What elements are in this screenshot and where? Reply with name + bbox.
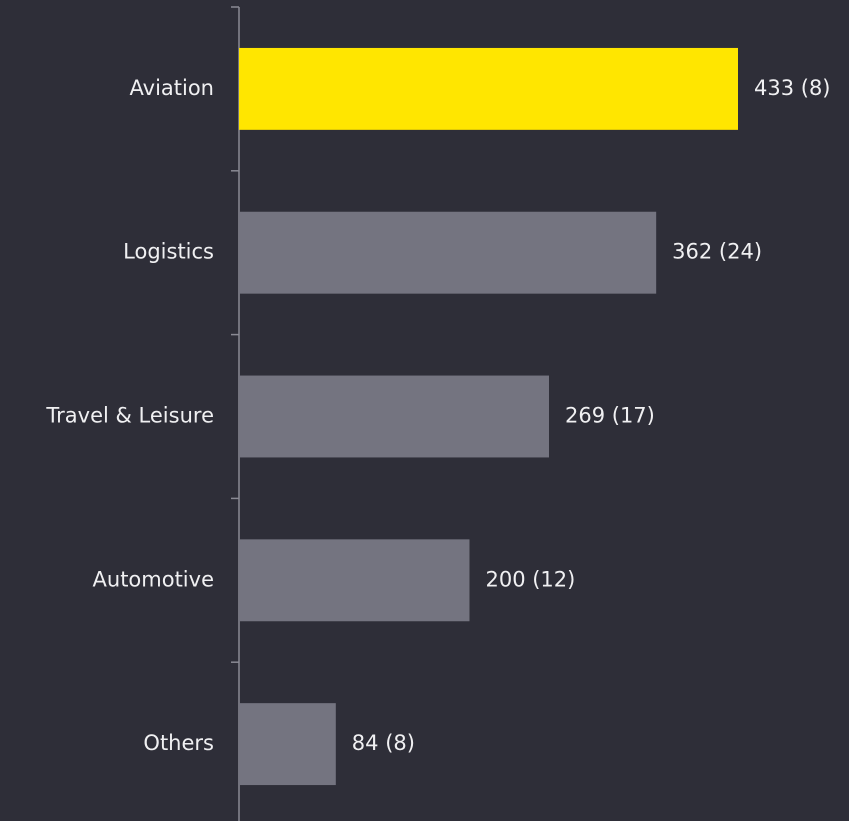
bar (239, 703, 336, 786)
bar (239, 375, 550, 458)
data-label: 84 (8) (352, 731, 415, 755)
data-label: 433 (8) (754, 76, 831, 100)
y-tick-label: Automotive (93, 567, 214, 591)
y-tick-label: Others (143, 731, 214, 755)
data-label: 269 (17) (565, 404, 655, 428)
bar (239, 211, 657, 294)
bar (239, 539, 470, 622)
y-tick-label: Travel & Leisure (45, 404, 214, 428)
bar (239, 47, 738, 130)
data-label: 200 (12) (485, 567, 575, 591)
y-tick-label: Aviation (130, 76, 215, 100)
y-tick-label: Logistics (123, 240, 214, 264)
data-label: 362 (24) (672, 240, 762, 264)
